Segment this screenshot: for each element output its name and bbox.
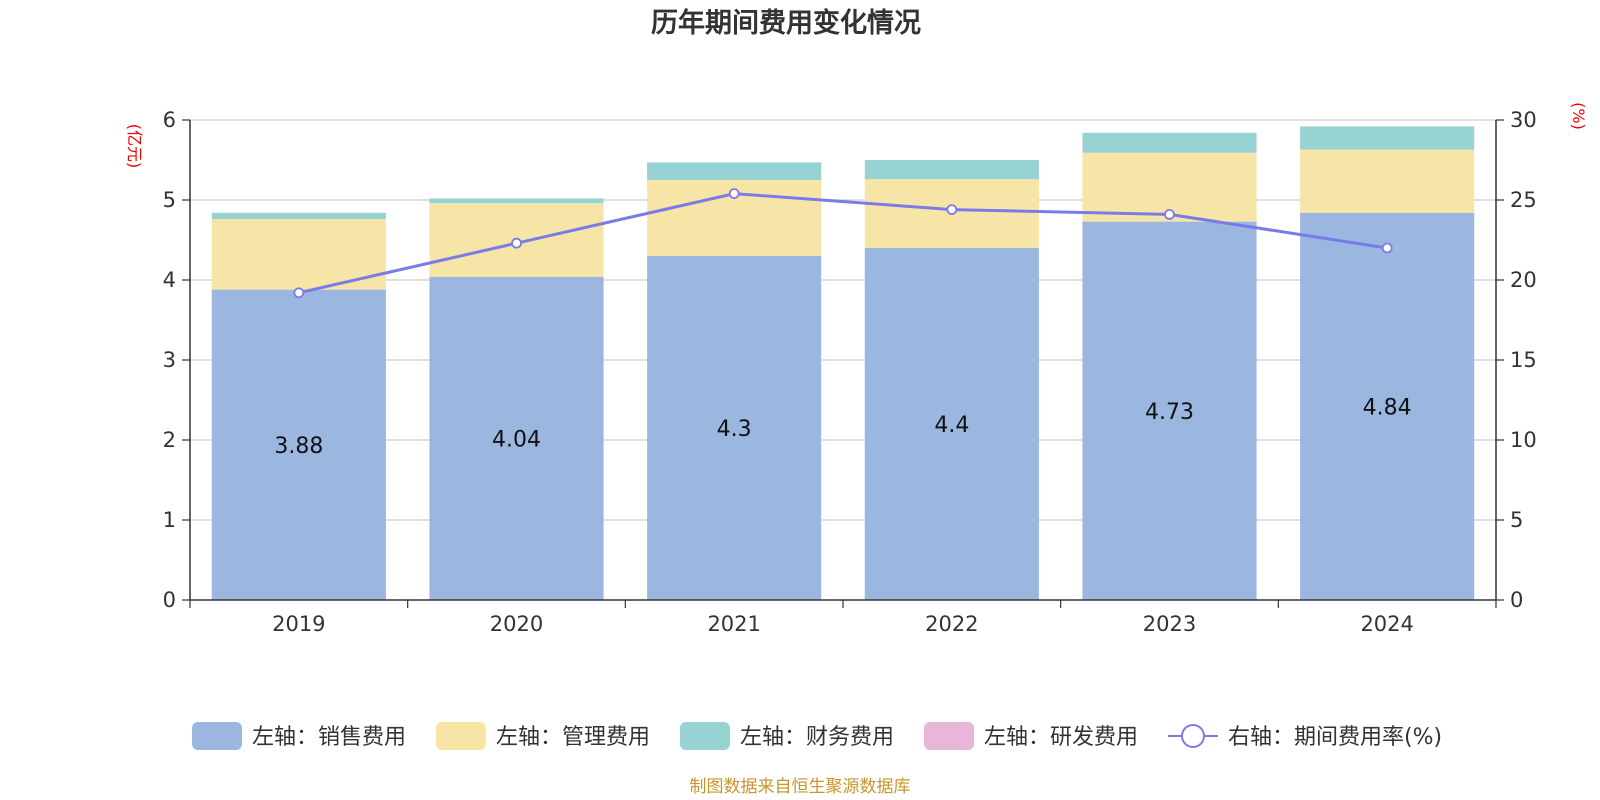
data-source-note: 制图数据来自恒生聚源数据库 <box>690 777 911 797</box>
left-axis-tick-label: 3 <box>163 348 176 372</box>
right-axis-tick-label: 15 <box>1510 348 1537 372</box>
left-axis-tick-label: 1 <box>163 508 176 532</box>
legend-label: 左轴：研发费用 <box>984 725 1138 750</box>
legend-item-0: 左轴：销售费用 <box>192 722 406 750</box>
legend-swatch <box>924 722 974 750</box>
legend-label: 左轴：财务费用 <box>740 725 894 750</box>
legend-label: 左轴：销售费用 <box>252 725 406 750</box>
right-axis-tick-label: 0 <box>1510 588 1523 612</box>
legend-item-4: 右轴：期间费用率(%) <box>1168 724 1442 750</box>
legend-swatch <box>680 722 730 750</box>
bar-2024-series-1 <box>1300 149 1475 213</box>
legend-item-1: 左轴：管理费用 <box>436 722 650 750</box>
bar-2020-series-2 <box>429 198 604 204</box>
legend: 左轴：销售费用 左轴：管理费用 左轴：财务费用 左轴：研发费用 右轴：期间费用率(%) <box>192 722 1442 750</box>
x-axis-tick-label: 2021 <box>707 612 760 636</box>
right-axis-tick-label: 20 <box>1510 268 1537 292</box>
x-axis-tick-label: 2022 <box>925 612 978 636</box>
left-axis-tick-label: 6 <box>163 108 176 132</box>
data-label-2020: 4.04 <box>492 427 541 452</box>
bar-2024-series-2 <box>1300 126 1475 150</box>
legend-item-3: 左轴：研发费用 <box>924 722 1138 750</box>
bar-2023-series-0 <box>1082 221 1257 600</box>
bar-2019-series-2 <box>211 212 386 220</box>
left-axis-tick-label: 2 <box>163 428 176 452</box>
legend-marker <box>1181 724 1205 748</box>
bar-2021-series-0 <box>647 256 822 600</box>
bar-2024-series-0 <box>1300 212 1475 601</box>
axes: 0 1 2 3 4 5 6 0 5 10 15 20 25 30 2019 2020 2021 2022 2023 2… <box>163 108 1537 636</box>
rate-point-2021 <box>728 188 740 200</box>
data-labels: 3.88 4.04 4.3 4.4 4.73 4.84 <box>274 395 1411 458</box>
data-label-2024: 4.84 <box>1363 395 1412 420</box>
data-label-2023: 4.73 <box>1145 400 1194 425</box>
left-axis-unit: (亿元) <box>125 124 144 169</box>
rate-point-2022 <box>946 204 958 216</box>
bar-2023-series-2 <box>1082 132 1257 153</box>
bar-2022-series-0 <box>864 248 1039 600</box>
x-axis-tick-label: 2024 <box>1360 612 1413 636</box>
right-axis-tick-label: 30 <box>1510 108 1537 132</box>
legend-item-2: 左轴：财务费用 <box>680 722 894 750</box>
rate-point-2023 <box>1164 208 1175 220</box>
chart-title: 历年期间费用变化情况 <box>651 7 921 39</box>
bars <box>211 126 1475 601</box>
data-label-2021: 4.3 <box>717 417 752 442</box>
data-label-2019: 3.88 <box>274 434 323 459</box>
bar-2020-series-0 <box>429 276 604 600</box>
right-axis-tick-label: 5 <box>1510 508 1523 532</box>
data-label-2022: 4.4 <box>934 413 969 438</box>
rate-point-2020 <box>511 237 522 249</box>
bar-2022-series-2 <box>864 160 1039 180</box>
left-axis-tick-label: 0 <box>163 588 176 612</box>
bar-2019-series-1 <box>211 219 386 290</box>
bar-2021-series-2 <box>647 162 822 180</box>
rate-point-2019 <box>293 287 305 299</box>
x-axis-tick-label: 2023 <box>1143 612 1196 636</box>
rate-line-path <box>298 192 1388 295</box>
x-axis-tick-label: 2020 <box>490 612 543 636</box>
right-axis-unit: (%) <box>1569 102 1588 130</box>
bar-2019-series-0 <box>211 289 386 600</box>
rate-point-2024 <box>1381 242 1393 254</box>
right-axis-tick-label: 10 <box>1510 428 1537 452</box>
grid-lines <box>190 119 1496 521</box>
rate-line <box>293 188 1393 299</box>
left-axis-tick-label: 4 <box>163 268 176 292</box>
legend-swatch <box>192 722 242 750</box>
legend-label: 左轴：管理费用 <box>496 725 650 750</box>
legend-swatch <box>436 722 486 750</box>
x-axis-tick-label: 2019 <box>272 612 325 636</box>
legend-label: 右轴：期间费用率(%) <box>1228 725 1442 750</box>
left-axis-tick-label: 5 <box>163 188 176 212</box>
right-axis-tick-label: 25 <box>1510 188 1537 212</box>
